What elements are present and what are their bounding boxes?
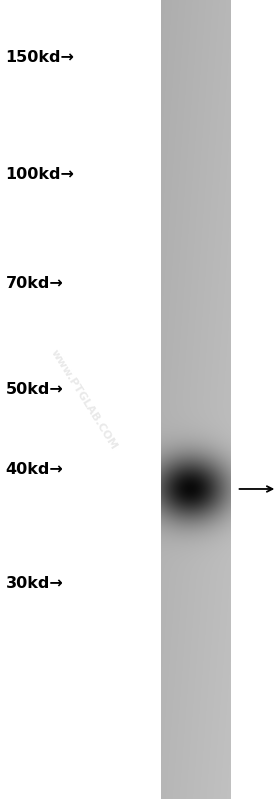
- Text: 70kd→: 70kd→: [6, 276, 63, 291]
- Text: www.PTGLAB.COM: www.PTGLAB.COM: [49, 348, 119, 451]
- Text: 150kd→: 150kd→: [6, 50, 74, 65]
- Text: 40kd→: 40kd→: [6, 462, 63, 476]
- Text: 30kd→: 30kd→: [6, 576, 63, 590]
- Text: 50kd→: 50kd→: [6, 382, 63, 396]
- Text: 100kd→: 100kd→: [6, 167, 74, 181]
